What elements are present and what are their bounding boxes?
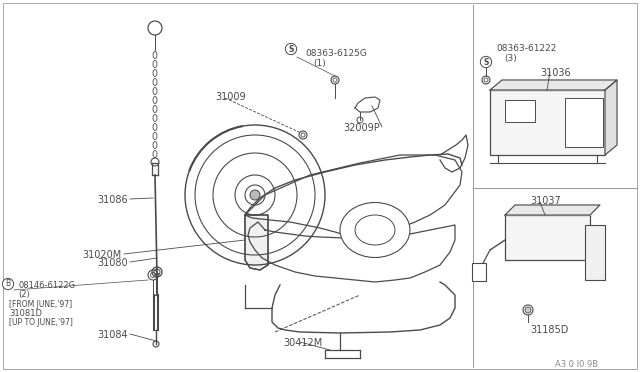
Text: 31020M: 31020M [83, 250, 122, 260]
Ellipse shape [153, 124, 157, 131]
Bar [585, 225, 605, 280]
Text: 08146-6122G: 08146-6122G [18, 281, 75, 290]
Ellipse shape [153, 106, 157, 112]
Text: 31037: 31037 [530, 196, 561, 206]
Text: B: B [5, 279, 11, 289]
Text: A3 0 I0 9B: A3 0 I0 9B [555, 360, 598, 369]
Text: 08363-6125G: 08363-6125G [305, 49, 367, 58]
Text: 31036: 31036 [540, 68, 571, 78]
Text: 31081D: 31081D [9, 309, 42, 318]
Text: 31086: 31086 [97, 195, 128, 205]
Text: (1): (1) [313, 59, 326, 68]
Polygon shape [245, 215, 268, 270]
Polygon shape [605, 80, 617, 155]
Ellipse shape [153, 61, 157, 67]
Ellipse shape [153, 70, 157, 77]
Polygon shape [490, 80, 617, 90]
Text: (3): (3) [504, 54, 516, 63]
Ellipse shape [153, 51, 157, 58]
Circle shape [250, 190, 260, 200]
Bar [472, 263, 486, 281]
Ellipse shape [153, 151, 157, 157]
Bar [505, 215, 590, 260]
Text: 08363-61222: 08363-61222 [496, 44, 556, 53]
Text: S: S [288, 45, 294, 54]
Text: 31084: 31084 [97, 330, 128, 340]
Ellipse shape [153, 141, 157, 148]
Text: 31009: 31009 [215, 92, 246, 102]
Ellipse shape [153, 96, 157, 103]
Polygon shape [505, 205, 600, 215]
Bar [490, 90, 605, 155]
Ellipse shape [153, 115, 157, 122]
Text: 32009P: 32009P [343, 123, 380, 133]
Text: [FROM JUNE,'97]: [FROM JUNE,'97] [9, 300, 72, 309]
Text: 31185D: 31185D [530, 325, 568, 335]
Ellipse shape [153, 87, 157, 94]
Text: (2): (2) [18, 290, 29, 299]
Text: S: S [483, 58, 489, 67]
Ellipse shape [355, 215, 395, 245]
Circle shape [525, 307, 531, 313]
Text: [UP TO JUNE,'97]: [UP TO JUNE,'97] [9, 318, 73, 327]
Ellipse shape [340, 202, 410, 257]
Ellipse shape [153, 132, 157, 140]
Ellipse shape [153, 78, 157, 86]
Text: 31080: 31080 [97, 258, 128, 268]
Bar [505, 100, 535, 122]
Bar [565, 98, 603, 147]
Text: 30412M: 30412M [283, 338, 323, 348]
